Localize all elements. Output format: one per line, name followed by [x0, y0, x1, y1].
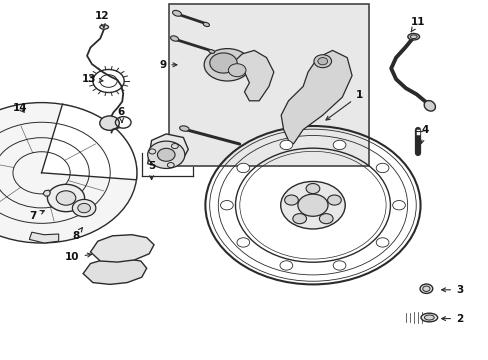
Circle shape: [280, 140, 292, 150]
Circle shape: [280, 181, 345, 229]
Circle shape: [0, 103, 137, 243]
Text: 4: 4: [419, 125, 428, 144]
Circle shape: [313, 55, 331, 68]
Ellipse shape: [423, 100, 435, 111]
Circle shape: [280, 261, 292, 270]
Circle shape: [56, 191, 76, 205]
Text: 13: 13: [81, 74, 102, 84]
Circle shape: [305, 184, 319, 194]
Ellipse shape: [179, 126, 189, 131]
Circle shape: [375, 163, 388, 173]
Ellipse shape: [407, 33, 419, 40]
Ellipse shape: [422, 286, 429, 292]
Circle shape: [147, 141, 184, 168]
Circle shape: [100, 116, 119, 130]
Text: 14: 14: [13, 103, 28, 113]
Polygon shape: [41, 104, 137, 180]
Ellipse shape: [203, 22, 209, 27]
Bar: [169, 4, 368, 166]
Text: 3: 3: [441, 285, 462, 295]
Circle shape: [237, 238, 249, 247]
Text: 10: 10: [65, 252, 91, 262]
Circle shape: [237, 163, 249, 173]
Circle shape: [297, 194, 327, 216]
Circle shape: [319, 213, 332, 224]
Polygon shape: [147, 134, 188, 167]
Text: 2: 2: [441, 314, 462, 324]
Text: 8: 8: [72, 228, 82, 241]
Circle shape: [375, 238, 388, 247]
Polygon shape: [234, 50, 273, 101]
Polygon shape: [281, 50, 351, 144]
Circle shape: [327, 195, 341, 205]
Text: 11: 11: [410, 17, 425, 32]
Circle shape: [317, 58, 327, 65]
Text: 7: 7: [29, 211, 44, 221]
Polygon shape: [43, 190, 50, 196]
Text: 12: 12: [94, 11, 109, 28]
Circle shape: [157, 148, 175, 161]
Text: 6: 6: [118, 107, 124, 122]
Circle shape: [332, 140, 345, 150]
Text: 5: 5: [148, 161, 155, 180]
Ellipse shape: [424, 315, 433, 320]
Circle shape: [228, 64, 245, 77]
Text: 1: 1: [325, 90, 362, 120]
Ellipse shape: [420, 313, 437, 322]
Polygon shape: [90, 235, 154, 262]
Circle shape: [72, 199, 96, 217]
Ellipse shape: [204, 49, 250, 81]
Ellipse shape: [172, 10, 181, 16]
Circle shape: [47, 184, 84, 212]
Ellipse shape: [419, 284, 432, 293]
Circle shape: [78, 203, 90, 213]
Ellipse shape: [208, 50, 214, 53]
Text: 9: 9: [159, 60, 177, 70]
Circle shape: [220, 201, 233, 210]
Polygon shape: [83, 258, 146, 284]
Circle shape: [332, 261, 345, 270]
Ellipse shape: [170, 36, 178, 41]
Polygon shape: [29, 232, 59, 243]
Circle shape: [284, 195, 298, 205]
Ellipse shape: [100, 25, 108, 29]
Circle shape: [209, 53, 237, 73]
Circle shape: [292, 213, 306, 224]
Circle shape: [392, 201, 405, 210]
